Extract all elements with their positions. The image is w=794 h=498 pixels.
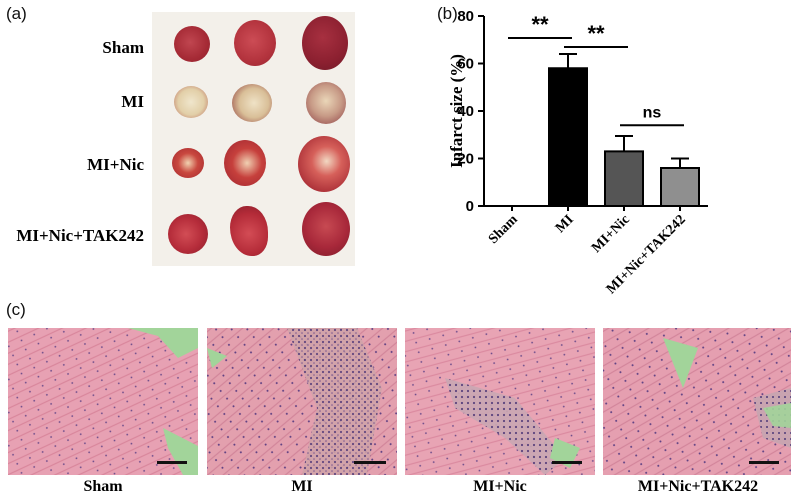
heart-sample (306, 82, 346, 124)
row-label-mi-nic: MI+Nic (87, 155, 144, 174)
heart-sample (232, 84, 272, 122)
panel-label-b: (b) (437, 4, 458, 23)
heart-sample (168, 214, 208, 254)
heart-sample (302, 202, 350, 256)
significance-label: ** (587, 21, 605, 46)
heart-sample (172, 148, 204, 178)
heart-sample (230, 206, 268, 256)
heart-sample (174, 26, 210, 62)
y-tick-label: 20 (457, 151, 474, 168)
histology-image-mi-nic (405, 328, 595, 475)
heart-sample (302, 16, 348, 70)
heart-photo-row-mi-nic-tak242 (152, 196, 355, 266)
y-tick-label: 80 (457, 8, 474, 25)
bar (548, 67, 588, 207)
histology-image-mi-nic-tak242 (603, 328, 791, 475)
panel-label-a: (a) (6, 4, 27, 23)
y-axis-label: Infarct size (%) (447, 54, 466, 168)
heart-photo-row-mi (152, 74, 355, 132)
heart-photo-row-sham (152, 12, 355, 74)
histology-image-mi (207, 328, 397, 475)
row-label-sham: Sham (102, 38, 144, 57)
histology-label-mi-nic: MI+Nic (473, 478, 527, 495)
y-tick-label: 0 (466, 198, 474, 215)
scale-bar (552, 461, 582, 464)
histology-label-sham: Sham (83, 478, 123, 495)
significance-label: ns (643, 104, 662, 121)
heart-sample (224, 140, 266, 186)
histology-label-mi-nic-tak242: MI+Nic+TAK242 (637, 478, 759, 495)
scale-bar (749, 461, 779, 464)
y-tick-label: 60 (457, 56, 474, 73)
scale-bar (157, 461, 187, 464)
heart-sample (174, 86, 208, 118)
x-tick-label: MI+Nic (589, 212, 633, 256)
histology-image-sham (8, 328, 198, 475)
x-tick-label: MI (553, 212, 577, 236)
bar (660, 167, 700, 207)
y-tick-label: 40 (457, 103, 474, 120)
heart-sample (298, 136, 350, 192)
panel-label-c: (c) (6, 300, 26, 319)
row-label-mi: MI (121, 92, 144, 111)
scale-bar (354, 461, 386, 464)
significance-label: ** (531, 12, 549, 37)
bar (604, 150, 644, 207)
histology-label-mi: MI (291, 478, 313, 495)
row-label-mi-nic-tak242: MI+Nic+TAK242 (16, 226, 144, 245)
x-tick-label: Sham (486, 212, 521, 247)
heart-sample (234, 20, 276, 66)
heart-photo-row-mi-nic (152, 132, 355, 196)
